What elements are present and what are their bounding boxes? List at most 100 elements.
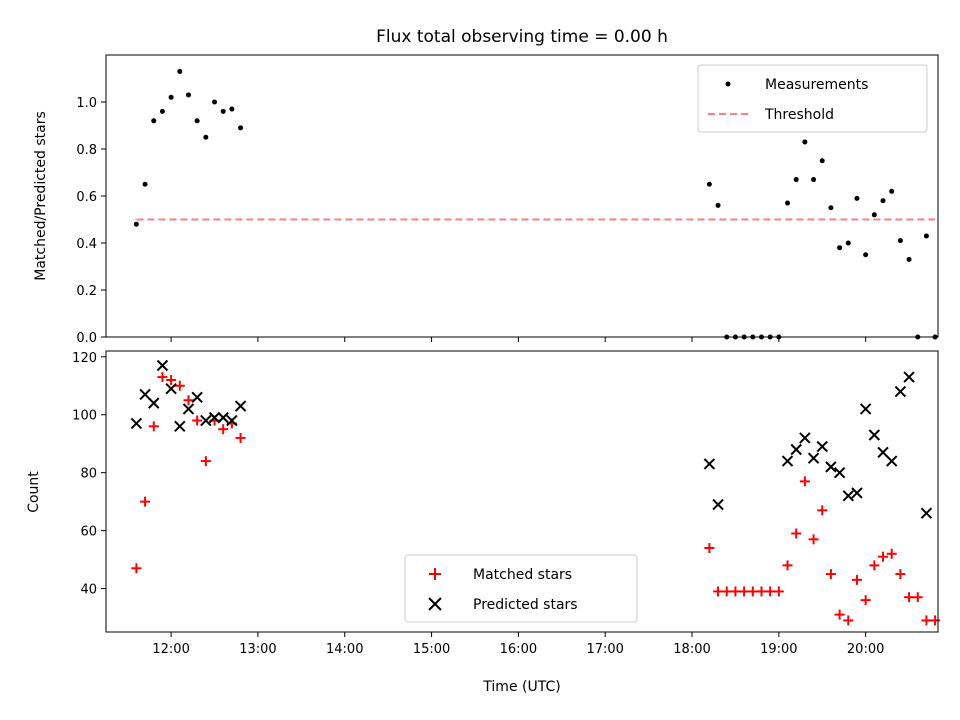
- measurements-point: [185, 92, 191, 98]
- measurements-point: [793, 177, 799, 183]
- matched-stars-point: [878, 551, 889, 562]
- predicted-stars-point: [799, 432, 811, 444]
- measurements-point: [889, 188, 895, 194]
- predicted-stars-point: [877, 446, 889, 459]
- matched-stars-point: [166, 374, 177, 385]
- predicted-stars-point: [920, 507, 933, 519]
- predicted-stars-point: [807, 452, 820, 464]
- matched-stars-point: [817, 505, 828, 516]
- matched-stars-point: [834, 609, 845, 620]
- measurements-point: [837, 245, 843, 251]
- x-tick-label: 20:00: [847, 642, 884, 657]
- legend-measurements-marker: [725, 81, 731, 87]
- measurements-point: [706, 181, 712, 187]
- matched-stars-point: [886, 548, 897, 559]
- measurements-point: [811, 177, 817, 183]
- top-y-tick-label: 0.0: [76, 331, 97, 346]
- predicted-stars-point: [842, 490, 854, 502]
- predicted-stars-point: [781, 455, 794, 467]
- measurements-point: [212, 99, 218, 105]
- measurements-point: [133, 221, 139, 227]
- predicted-stars-point: [139, 388, 151, 401]
- predicted-stars-point: [148, 397, 160, 409]
- matched-stars-point: [773, 586, 784, 597]
- measurements-point: [220, 108, 226, 114]
- predicted-stars-point: [191, 391, 203, 404]
- matched-stars-point: [235, 432, 246, 443]
- legend-matched-marker: [429, 568, 441, 580]
- matched-stars-point: [131, 563, 142, 574]
- measurements-point: [802, 139, 808, 145]
- predicted-stars-point: [833, 466, 846, 479]
- predicted-stars-point: [208, 411, 221, 424]
- measurements-point: [151, 118, 157, 124]
- matched-stars-point: [183, 395, 194, 406]
- x-tick-label: 12:00: [152, 642, 189, 657]
- predicted-stars-point: [859, 403, 872, 415]
- predicted-stars-point: [885, 455, 898, 467]
- measurements-point: [159, 108, 165, 114]
- legend-predicted-label: Predicted stars: [473, 597, 578, 613]
- matched-stars-point: [713, 586, 724, 597]
- matched-stars-point: [192, 415, 203, 426]
- x-tick-label: 16:00: [500, 642, 537, 657]
- measurements-point: [906, 256, 912, 262]
- measurements-point: [897, 238, 903, 244]
- matched-stars-point: [782, 560, 793, 571]
- bottom-y-axis: 40 60 80 100 120: [72, 351, 106, 598]
- top-y-axis: 0.0 0.2 0.4 0.6 0.8 1.0: [76, 96, 106, 346]
- top-y-tick-label: 0.6: [76, 190, 97, 205]
- top-y-tick-label: 1.0: [76, 96, 97, 111]
- bottom-y-tick-label: 40: [80, 583, 97, 598]
- x-tick-label: 17:00: [586, 642, 623, 657]
- matched-stars-point: [765, 586, 776, 597]
- predicted-stars-point: [182, 403, 195, 415]
- predicted-stars-point: [200, 414, 212, 427]
- predicted-stars-point: [903, 371, 915, 383]
- legend-matched-label: Matched stars: [473, 567, 572, 583]
- measurements-point: [142, 181, 148, 187]
- predicted-stars-point: [868, 429, 881, 441]
- predicted-stars-point: [816, 440, 828, 453]
- top-x-axis: [170, 337, 867, 342]
- matched-stars-point: [739, 586, 750, 597]
- predicted-stars-point: [851, 487, 863, 499]
- measurements-point: [238, 125, 244, 131]
- top-panel-marks: [133, 68, 938, 340]
- matched-stars-point: [756, 586, 767, 597]
- predicted-stars-point: [156, 359, 169, 372]
- matched-stars-point: [140, 496, 151, 507]
- matched-stars-point: [730, 586, 741, 597]
- top-y-tick-label: 0.2: [76, 284, 97, 299]
- measurements-point: [168, 94, 174, 100]
- top-y-tick-label: 0.4: [76, 237, 97, 252]
- matched-stars-point: [843, 615, 854, 626]
- measurements-point: [880, 198, 886, 204]
- predicted-stars-point: [703, 458, 716, 470]
- matched-stars-point: [721, 586, 732, 597]
- predicted-stars-point: [165, 382, 177, 395]
- legend-measurements-label: Measurements: [765, 77, 868, 93]
- x-tick-label: 13:00: [239, 642, 276, 657]
- matched-stars-point: [895, 569, 906, 580]
- measurements-point: [871, 212, 877, 218]
- matched-stars-point: [704, 542, 715, 553]
- top-panel: 0.0 0.2 0.4 0.6 0.8 1.0 Matched/Predicted sta…: [33, 54, 939, 346]
- bottom-legend: Matched stars Predicted stars: [404, 554, 638, 623]
- bottom-y-tick-label: 100: [72, 409, 97, 424]
- bottom-panel-frame: [105, 350, 939, 633]
- bottom-legend-box: [404, 554, 638, 623]
- matched-stars-point: [157, 372, 168, 383]
- predicted-stars-point: [217, 411, 229, 424]
- matched-stars-point: [904, 592, 915, 603]
- measurements-point: [923, 233, 929, 239]
- predicted-stars-point: [790, 443, 802, 456]
- measurements-point: [845, 240, 851, 246]
- chart-title: Flux total observing time = 0.00 h: [376, 27, 668, 47]
- matched-stars-point: [218, 424, 229, 435]
- x-tick-label: 15:00: [413, 642, 450, 657]
- predicted-stars-point: [894, 385, 907, 398]
- predicted-stars-point: [825, 461, 837, 473]
- measurements-point: [819, 158, 825, 164]
